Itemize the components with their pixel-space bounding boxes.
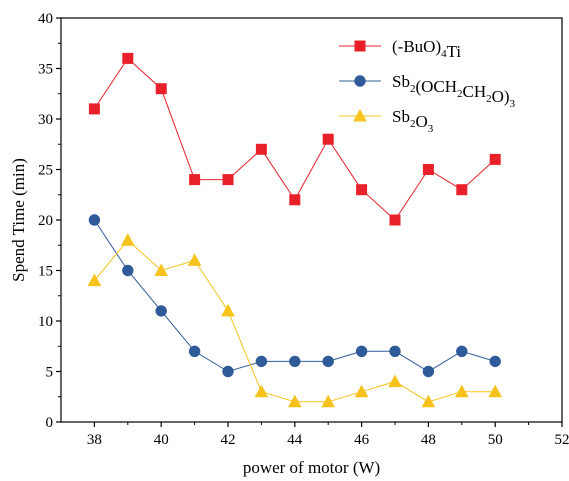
data-point (155, 83, 167, 95)
data-point (388, 374, 402, 388)
x-tick-label: 42 (221, 432, 236, 448)
y-tick-label: 20 (38, 213, 53, 229)
legend-label: Sb2O3 (392, 107, 434, 135)
x-tick-label: 52 (555, 432, 569, 448)
legend-marker (354, 75, 366, 87)
y-tick-label: 30 (38, 112, 53, 128)
data-point (88, 214, 101, 226)
x-tick-label: 38 (87, 432, 102, 448)
legend-item-0: (-BuO)4Ti (339, 37, 461, 61)
x-tick-label: 40 (154, 432, 169, 448)
series-line (94, 239, 496, 403)
data-point (489, 153, 501, 165)
y-tick-label: 15 (38, 264, 53, 280)
data-point (421, 394, 436, 408)
data-point (454, 384, 469, 398)
legend-item-2: Sb2O3 (339, 107, 434, 135)
data-point (287, 394, 302, 408)
data-point (321, 394, 336, 408)
data-point (120, 233, 135, 246)
data-point (389, 345, 401, 357)
legend-label: (-BuO)4Ti (392, 37, 461, 61)
data-point (456, 345, 468, 357)
data-point (289, 355, 301, 368)
data-point (122, 264, 134, 277)
data-point (255, 355, 268, 368)
legend-label: Sb2(OCH2CH2O)3 (392, 72, 516, 110)
x-tick-label: 44 (287, 432, 303, 448)
y-tick-label: 25 (38, 163, 53, 179)
data-point (189, 174, 201, 186)
data-point (222, 365, 234, 378)
data-point (188, 345, 201, 357)
data-point (322, 355, 334, 368)
y-axis: 0 5 10 15 20 25 30 35 40 (38, 11, 61, 431)
data-point (289, 194, 301, 206)
data-point (255, 143, 267, 155)
x-axis: 38 40 42 44 46 48 50 52 (87, 422, 569, 448)
legend-marker (353, 108, 367, 122)
y-tick-label: 40 (38, 11, 53, 27)
y-tick-label: 10 (38, 314, 53, 330)
data-point (422, 365, 435, 378)
series-line (93, 219, 496, 373)
y-tick-label: 35 (38, 62, 53, 78)
data-point (422, 164, 434, 175)
data-point (488, 384, 503, 398)
x-tick-label: 48 (421, 432, 436, 448)
x-tick-label: 50 (488, 432, 503, 448)
data-point (122, 52, 134, 64)
x-axis-title: power of motor (W) (243, 458, 380, 477)
legend-item-1: Sb2(OCH2CH2O)3 (339, 72, 516, 110)
data-point (356, 184, 368, 196)
legend-marker (354, 40, 366, 52)
series-1 (88, 214, 501, 378)
data-point (254, 384, 269, 398)
data-point (87, 273, 102, 287)
y-tick-label: 0 (46, 415, 54, 431)
x-tick-label: 46 (354, 432, 370, 448)
data-point (354, 384, 369, 398)
data-point (187, 253, 202, 266)
series-2 (87, 233, 503, 408)
data-point (489, 355, 501, 368)
y-axis-title: Spend Time (min) (9, 158, 28, 282)
y-tick-label: 5 (46, 365, 54, 381)
data-point (88, 103, 100, 115)
data-point (322, 133, 334, 145)
data-point (222, 174, 234, 186)
data-point (155, 305, 167, 317)
data-point (221, 303, 235, 317)
data-point (154, 263, 169, 276)
data-point (456, 184, 468, 196)
data-point (355, 345, 368, 357)
series-layer (87, 52, 503, 408)
series-0 (88, 52, 501, 226)
data-point (389, 214, 401, 226)
